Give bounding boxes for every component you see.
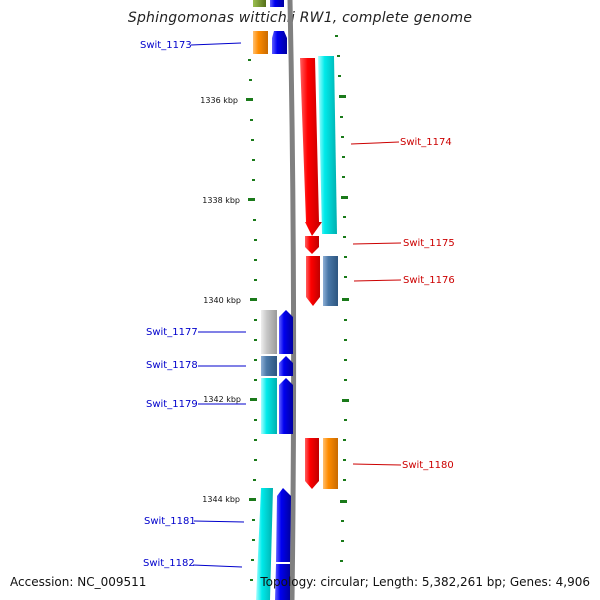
leader-swit-1173 [190,42,242,46]
leader-swit-1174 [350,141,400,145]
scale-label-1344: 1344 kbp [202,495,240,504]
label-swit-1176[interactable]: Swit_1176 [403,275,455,286]
gene-swit-1175[interactable] [305,236,319,254]
gene-swit-1174-red[interactable] [300,58,322,236]
scale-label-1342: 1342 kbp [203,395,241,404]
label-swit-1174[interactable]: Swit_1174 [400,137,452,148]
label-swit-1182[interactable]: Swit_1182 [143,558,195,569]
scale-label-1338: 1338 kbp [202,196,240,205]
gene-swit-1177-grey[interactable] [261,310,277,354]
label-swit-1181[interactable]: Swit_1181 [144,516,196,527]
leader-swit-1180 [352,463,402,466]
gene-swit-1174-cyan[interactable] [318,56,337,234]
leader-swit-1182 [192,564,243,568]
scale-label-1340: 1340 kbp [203,296,241,305]
gene-swit-1176-steel[interactable] [323,256,338,306]
leader-swit-1176 [353,279,402,282]
gene-swit-1178-steel[interactable] [261,356,277,376]
gene-swit-1180-red[interactable] [305,438,319,489]
label-swit-1177[interactable]: Swit_1177 [146,327,198,338]
inner-tick-column [246,59,257,581]
topology-text: Topology: circular; Length: 5,382,261 bp… [260,575,590,589]
gene-swit-1179-cyan[interactable] [261,378,277,434]
gene-top-olive[interactable] [253,0,266,7]
label-swit-1175[interactable]: Swit_1175 [403,238,455,249]
gene-swit-1181-cyan[interactable] [256,488,273,600]
leader-swit-1181 [193,520,245,523]
label-swit-1178[interactable]: Swit_1178 [146,360,198,371]
left-gene-labels: Swit_1173 Swit_1177 Swit_1178 Swit_1179 … [140,40,246,569]
accession-text: Accession: NC_009511 [10,575,147,589]
gene-swit-1180-orange[interactable] [323,438,338,489]
gene-swit-1173-orange[interactable] [253,31,268,54]
leader-swit-1175 [352,242,402,245]
gene-swit-1173-blue[interactable] [272,31,287,54]
gene-swit-1182-blue[interactable] [275,564,290,600]
gene-top-blue[interactable] [270,0,284,7]
genome-backbone [287,0,297,600]
genome-title: Sphingomonas wittichii RW1, complete gen… [127,10,473,26]
right-gene-labels: Swit_1174 Swit_1175 Swit_1176 Swit_1180 [350,137,455,471]
outer-tick-column [335,35,349,562]
scale-label-1336: 1336 kbp [200,96,238,105]
label-swit-1180[interactable]: Swit_1180 [402,460,454,471]
label-swit-1173[interactable]: Swit_1173 [140,40,192,51]
gene-swit-1177-blue[interactable] [279,310,293,354]
gene-swit-1181-blue[interactable] [276,488,291,562]
scale-labels: 1336 kbp 1338 kbp 1340 kbp 1342 kbp 1344… [200,96,241,504]
label-swit-1179[interactable]: Swit_1179 [146,399,198,410]
gene-swit-1178-blue[interactable] [279,356,293,376]
gene-swit-1179-blue[interactable] [279,378,293,434]
gene-swit-1176-red[interactable] [306,256,320,306]
